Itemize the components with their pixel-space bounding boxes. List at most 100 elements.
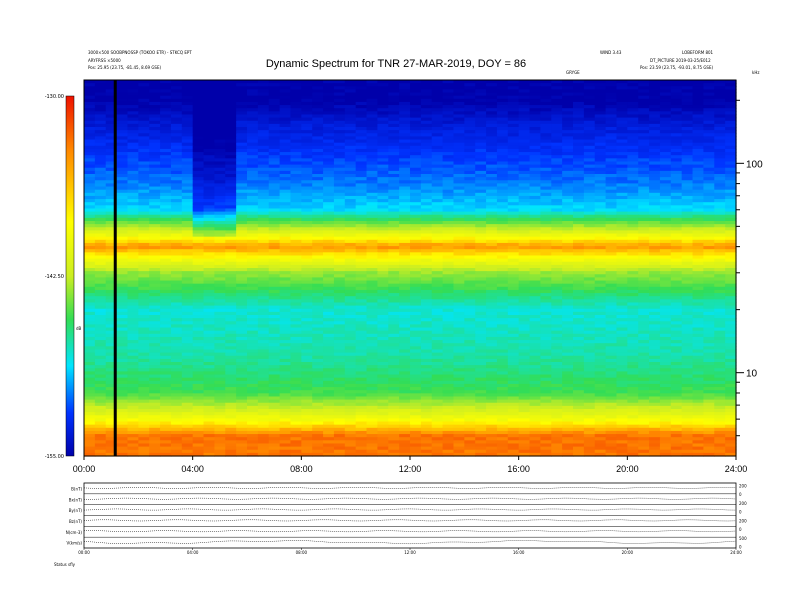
spectrogram-cell <box>377 296 389 300</box>
spectrogram-cell <box>496 305 509 310</box>
spectrogram-cell <box>225 230 237 235</box>
spectrogram-cell <box>725 192 737 197</box>
spectrogram-cell <box>507 167 520 172</box>
spectrogram-cell <box>170 95 183 100</box>
spectrogram-cell <box>583 211 596 216</box>
spectrogram-cell <box>257 89 270 94</box>
spectrogram-cell <box>257 189 270 194</box>
spectrogram-cell <box>540 299 552 304</box>
spectrogram-cell <box>540 145 552 150</box>
spectrogram-cell <box>160 192 172 197</box>
spectrogram-cell <box>399 133 411 137</box>
spectrogram-cell <box>203 214 215 219</box>
spectrogram-cell <box>290 315 302 319</box>
spectrogram-cell <box>399 211 411 216</box>
spectrogram-cell <box>681 111 694 116</box>
spectrogram-cell <box>225 86 237 90</box>
spectrogram-cell <box>149 280 161 285</box>
spectrogram-cell <box>442 336 455 341</box>
spectrogram-cell <box>605 252 618 257</box>
spectrogram-cell <box>496 230 509 235</box>
spectrogram-cell <box>518 302 531 307</box>
spectrogram-cell <box>442 277 455 282</box>
spectrogram-cell <box>84 142 96 147</box>
spectrogram-cell <box>616 318 628 322</box>
spectrogram-cell <box>366 133 378 137</box>
spectrogram-cell <box>290 95 302 100</box>
spectrogram-cell <box>453 258 465 263</box>
spectrogram-cell <box>410 117 422 122</box>
spectrogram-cell <box>399 246 411 250</box>
spectrogram-cell <box>127 114 139 119</box>
spectrogram-cell <box>323 89 335 94</box>
spectrogram-cell <box>301 186 313 191</box>
colorbar-ticks: -130.00-142.50-155.00 <box>45 94 64 460</box>
spectrogram-cell <box>138 152 150 156</box>
spectrogram-cell <box>355 302 368 307</box>
spectrogram-cell <box>670 133 683 137</box>
spectrogram-cell <box>192 236 205 241</box>
spectrogram-cell <box>703 158 715 163</box>
spectrogram-cell <box>464 246 476 250</box>
spectrogram-cell <box>627 227 639 231</box>
spectrogram-cell <box>94 111 107 116</box>
spectrogram-cell <box>138 286 150 291</box>
spectrogram-cell <box>84 224 96 228</box>
spectrogram-cell <box>301 214 313 219</box>
spectrogram-cell <box>496 249 509 253</box>
spectrogram-cell <box>344 236 357 241</box>
spectrogram-cell <box>507 195 520 200</box>
spectrogram-cell <box>616 105 628 109</box>
spectrogram-cell <box>638 180 650 184</box>
spectrogram-cell <box>333 183 346 188</box>
spectrogram-cell <box>540 327 552 332</box>
spectrogram-cell <box>366 271 378 275</box>
spectrogram-cell <box>301 114 313 119</box>
spectrogram-cell <box>453 101 465 106</box>
spectrogram-cell <box>703 89 715 94</box>
spectrogram-cell <box>529 174 541 178</box>
spectrogram-cell <box>225 101 237 106</box>
spectrogram-cell <box>323 293 335 297</box>
spectrogram-cell <box>616 236 628 241</box>
spectrogram-cell <box>312 277 324 282</box>
spectrogram-cell <box>203 330 215 335</box>
spectrogram-cell <box>551 293 563 297</box>
header-info-left-2: ARYFRSS ×5000 <box>88 58 121 63</box>
spectrogram-cell <box>605 318 618 322</box>
spectrogram-cell <box>149 283 161 288</box>
spectrogram-cell <box>486 286 498 291</box>
spectrogram-cell <box>518 161 531 166</box>
spectrogram-cell <box>475 208 487 213</box>
spectrogram-cell <box>410 258 422 263</box>
spectrogram-cell <box>138 161 150 166</box>
spectrogram-cell <box>410 321 422 325</box>
spectrogram-cell <box>453 142 465 147</box>
spectrogram-cell <box>507 252 520 257</box>
spectrogram-cell <box>442 318 455 322</box>
spectrogram-cell <box>714 286 726 291</box>
spectrogram-cell <box>605 101 618 106</box>
spectrogram-cell <box>562 105 574 109</box>
spectrogram-cell <box>388 264 400 269</box>
spectrogram-cell <box>268 318 281 322</box>
spectrogram-cell <box>170 280 183 285</box>
spectrogram-cell <box>94 277 107 282</box>
spectrogram-cell <box>627 239 639 244</box>
spectrogram-cell <box>605 264 618 269</box>
spectrogram-cell <box>638 221 650 225</box>
spectrogram-cell <box>583 230 596 235</box>
spectrogram-cell <box>160 186 172 191</box>
spectrogram-cell <box>149 114 161 119</box>
spectrogram-cell <box>442 120 455 125</box>
spectrogram-cell <box>529 136 541 141</box>
spectrogram-cell <box>247 164 259 169</box>
spectrogram-cell <box>703 277 715 282</box>
spectrogram-cell <box>192 230 205 235</box>
spectrogram-cell <box>627 152 639 156</box>
spectrogram-cell <box>670 261 683 266</box>
spectrogram-cell <box>464 123 476 128</box>
spectrogram-cell <box>616 161 628 166</box>
spectrogram-cell <box>453 255 465 260</box>
spectrogram-cell <box>453 289 465 294</box>
